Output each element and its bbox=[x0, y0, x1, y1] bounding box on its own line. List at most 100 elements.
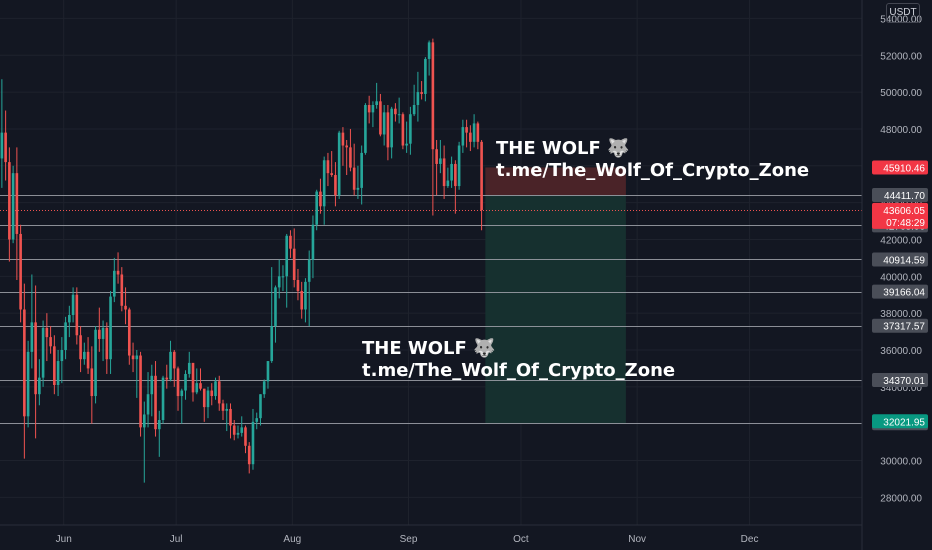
candle-body bbox=[469, 132, 472, 142]
candle-body bbox=[364, 105, 367, 153]
candle-body bbox=[277, 276, 281, 288]
candle-body bbox=[176, 368, 180, 397]
candle-body bbox=[375, 101, 378, 105]
currency-label[interactable]: USDT bbox=[886, 3, 920, 23]
level-label: 44411.70 bbox=[884, 191, 925, 202]
candle-body bbox=[326, 160, 330, 174]
candle-body bbox=[172, 351, 176, 369]
candle-body bbox=[101, 327, 105, 339]
candle-body bbox=[274, 287, 277, 327]
candle-body bbox=[4, 132, 7, 163]
candle-body bbox=[450, 163, 453, 181]
candle-body bbox=[79, 335, 82, 360]
candle-body bbox=[371, 105, 375, 113]
candle-body bbox=[461, 127, 465, 146]
candle-body bbox=[165, 377, 169, 380]
candle-body bbox=[322, 160, 326, 207]
candle-body bbox=[251, 421, 255, 465]
candle-body bbox=[45, 327, 49, 338]
watermark-annotation-top: THE WOLF 🐺 t.me/The_Wolf_Of_Crypto_Zone bbox=[496, 138, 809, 182]
candle-body bbox=[71, 294, 75, 315]
x-tick-label: Aug bbox=[283, 534, 301, 545]
candle-body bbox=[98, 329, 101, 339]
candle-body bbox=[38, 377, 41, 395]
annotation-top-link: t.me/The_Wolf_Of_Crypto_Zone bbox=[496, 160, 810, 181]
candle-body bbox=[307, 259, 311, 282]
candle-body bbox=[289, 235, 292, 249]
candle-body bbox=[142, 414, 146, 428]
candle-body bbox=[8, 162, 11, 240]
candle-body bbox=[446, 180, 450, 187]
candle-body bbox=[120, 274, 124, 306]
y-tick-label: 38000.00 bbox=[880, 309, 922, 320]
candle-body bbox=[34, 322, 37, 395]
stop-price-tag bbox=[872, 160, 928, 175]
annotation-top-title: THE WOLF 🐺 bbox=[496, 138, 630, 159]
candle-body bbox=[296, 280, 300, 292]
x-tick-label: Jul bbox=[170, 534, 183, 545]
candle-body bbox=[337, 132, 341, 196]
candle-body bbox=[229, 408, 232, 426]
level-label-box bbox=[872, 188, 928, 203]
candle-body bbox=[300, 291, 304, 310]
level-label: 37317.57 bbox=[883, 322, 925, 333]
candle-body bbox=[360, 152, 363, 188]
candle-body bbox=[49, 337, 52, 347]
candle-body bbox=[139, 355, 142, 428]
y-tick-label: 28000.00 bbox=[880, 493, 922, 504]
level-label-box bbox=[872, 373, 928, 388]
candle-body bbox=[352, 167, 356, 190]
candle-body bbox=[292, 248, 296, 280]
level-label-box bbox=[872, 284, 928, 299]
candle-body bbox=[454, 163, 457, 187]
candle-body bbox=[187, 362, 191, 374]
countdown-label: 07:48:29 bbox=[886, 218, 925, 229]
candle-body bbox=[424, 58, 427, 94]
candle-body bbox=[105, 327, 109, 360]
candle-body bbox=[315, 191, 319, 225]
candle-body bbox=[431, 42, 435, 150]
y-tick-label: 48000.00 bbox=[880, 125, 922, 136]
candle-body bbox=[330, 173, 333, 175]
candle-body bbox=[53, 346, 56, 385]
candle-body bbox=[11, 173, 15, 240]
x-tick-label: Nov bbox=[628, 534, 646, 545]
current-price-tag bbox=[872, 202, 928, 229]
candle-body bbox=[334, 175, 337, 196]
candle-body bbox=[409, 114, 412, 144]
time-axis-background bbox=[0, 525, 932, 550]
candle-body bbox=[390, 108, 393, 148]
candle-body bbox=[68, 315, 71, 323]
candle-body bbox=[15, 173, 19, 234]
candle-body bbox=[412, 105, 416, 115]
level-label-box bbox=[872, 318, 928, 333]
candle-body bbox=[90, 368, 94, 397]
candle-body bbox=[394, 108, 397, 115]
candle-body bbox=[255, 418, 259, 422]
stop-loss-zone bbox=[485, 167, 626, 196]
candle-body bbox=[311, 224, 315, 260]
candle-body bbox=[439, 158, 442, 164]
candle-body bbox=[465, 127, 468, 133]
y-tick-label: 54000.00 bbox=[880, 14, 922, 25]
candle-body bbox=[217, 381, 221, 404]
candle-body bbox=[386, 112, 390, 148]
candle-body bbox=[420, 92, 423, 94]
candle-body bbox=[397, 114, 401, 116]
price-tag-label: 45910.46 bbox=[883, 163, 925, 174]
y-tick-label: 40000.00 bbox=[880, 272, 922, 283]
take-profit-zone bbox=[485, 195, 626, 424]
annotation-middle-link: t.me/The_Wolf_Of_Crypto_Zone bbox=[362, 360, 676, 381]
candle-body bbox=[86, 351, 90, 369]
candle-body bbox=[64, 322, 67, 350]
candle-body bbox=[442, 158, 446, 187]
candle-body bbox=[262, 381, 266, 395]
candle-body bbox=[266, 361, 270, 382]
y-tick-label: 30000.00 bbox=[880, 457, 922, 468]
candle-body bbox=[476, 123, 480, 142]
candle-body bbox=[26, 351, 30, 417]
price-axis-background bbox=[862, 0, 932, 550]
candle-body bbox=[127, 309, 131, 356]
price-tag-label: 32021.95 bbox=[883, 417, 925, 428]
